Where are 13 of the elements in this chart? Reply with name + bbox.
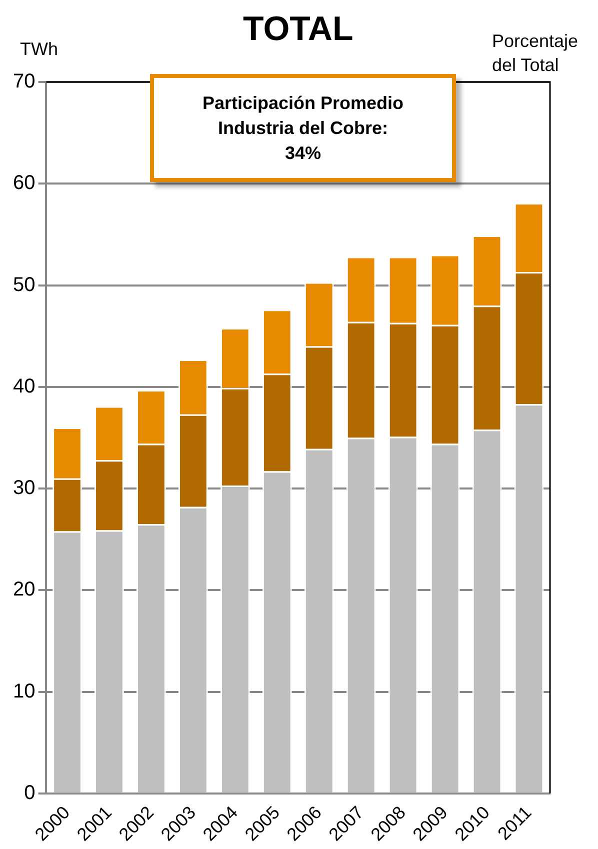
y-tick-label: 10 [12, 680, 36, 702]
y2-axis-title: Porcentaje del Total [492, 31, 578, 75]
y-tick-label: 70 [12, 70, 36, 93]
y-tick-label: 0 [24, 782, 36, 804]
y-tick-label: 50 [12, 274, 36, 296]
y-tick-label: 40 [12, 375, 36, 398]
annotation: Participación Promedio Industria del Cobre: 34% [201, 92, 405, 164]
note-box: Participación Promedio Industria del Cobre: 34% [150, 74, 456, 182]
y-tick-label: 20 [12, 578, 36, 601]
chart-title: TOTAL [243, 10, 354, 48]
y-axis-title: TWh [20, 39, 58, 59]
y-tick-label: 60 [12, 172, 36, 194]
y-tick-label: 30 [12, 477, 36, 500]
